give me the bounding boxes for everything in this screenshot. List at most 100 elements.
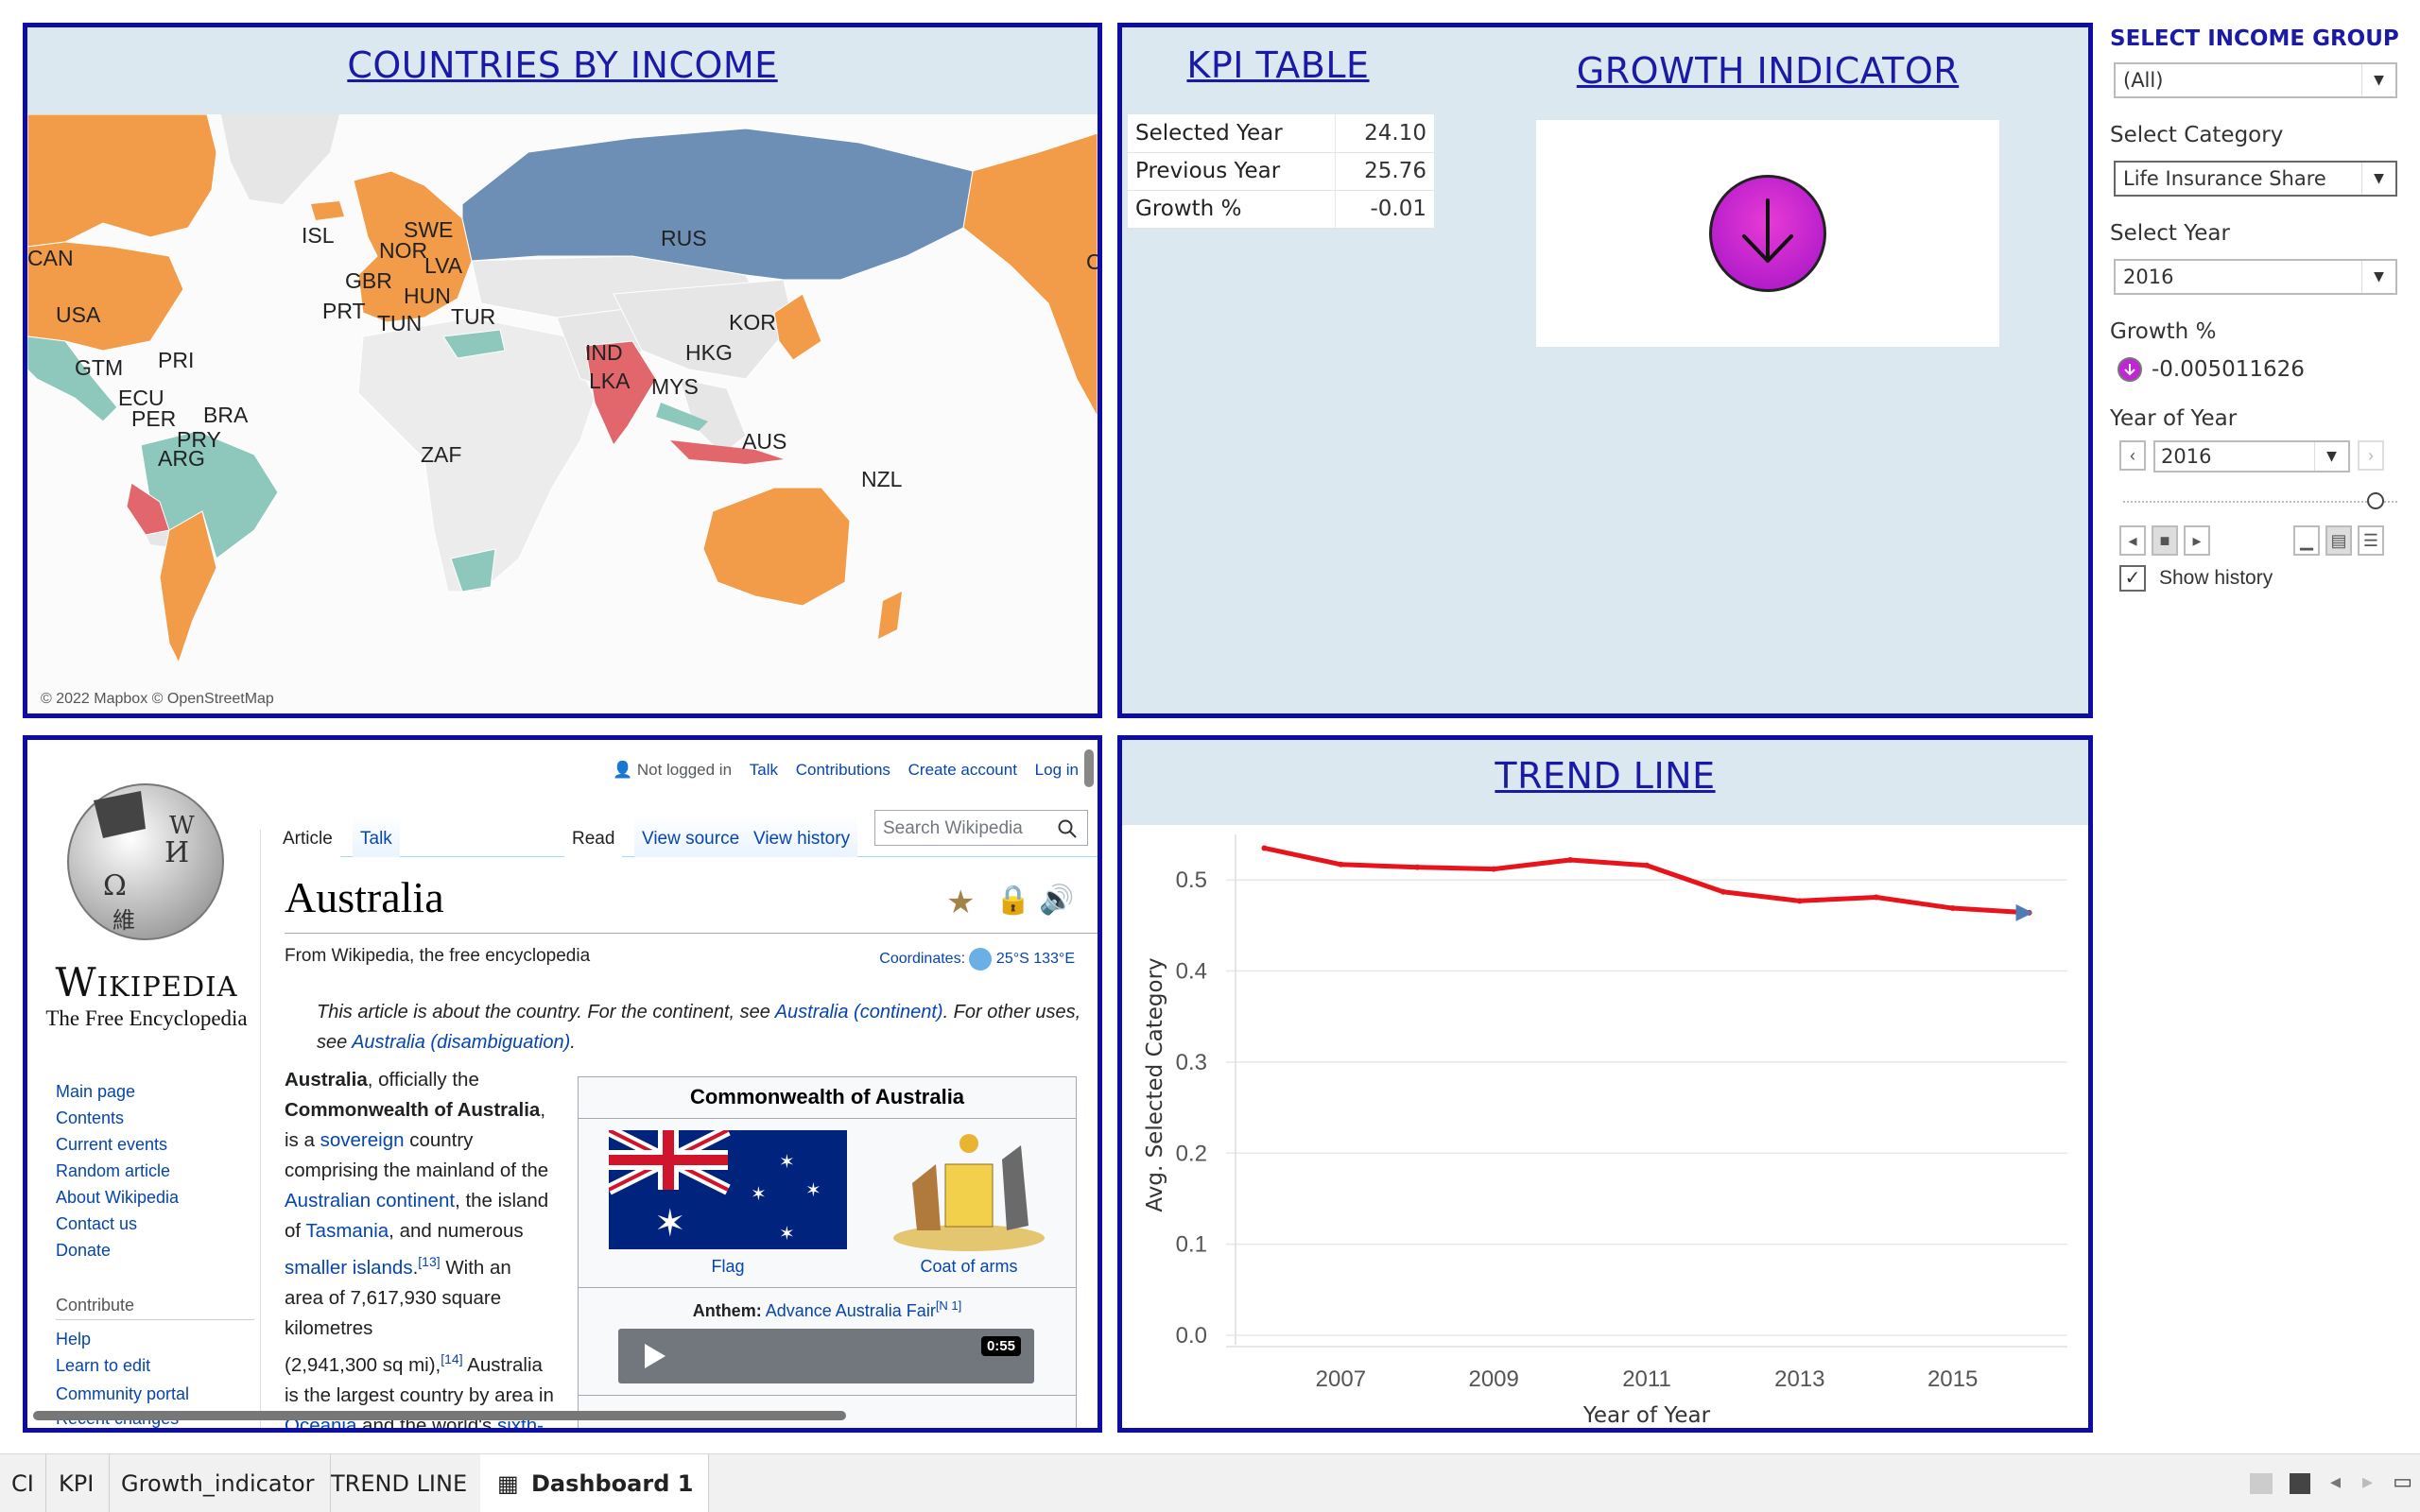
trend-line-chart[interactable]: 0.0 0.1 0.2 0.3 0.4 0.5 2007 2009 2011 2013 2015 Ye… [1122, 825, 2088, 1430]
year-slider-handle[interactable] [2367, 492, 2384, 509]
citation-link[interactable]: [13] [418, 1254, 441, 1269]
nav-main-page[interactable]: Main page [56, 1082, 136, 1101]
article-link[interactable]: sovereign [320, 1129, 405, 1151]
country-label-gtm[interactable]: GTM [75, 355, 123, 380]
user-link-log-in[interactable]: Log in [1034, 761, 1079, 779]
play-icon[interactable] [637, 1340, 669, 1372]
trend-point[interactable] [1414, 864, 1421, 870]
country-label-hkg[interactable]: HKG [685, 340, 733, 365]
coordinates-value[interactable]: 25°S 133°E [995, 951, 1075, 968]
country-label-lka[interactable]: LKA [589, 369, 631, 393]
anthem-link[interactable]: Advance Australia Fair [765, 1301, 936, 1320]
trend-point[interactable] [1338, 861, 1344, 868]
country-label-c[interactable]: C [1086, 249, 1098, 274]
show-history-checkbox[interactable]: ✓ [2119, 565, 2146, 592]
country-label-usa[interactable]: USA [56, 302, 101, 327]
tab-talk[interactable]: Talk [353, 816, 400, 857]
trend-point[interactable] [1720, 888, 1726, 895]
country-label-prt[interactable]: PRT [322, 299, 366, 323]
arms-caption[interactable]: Coat of arms [920, 1257, 1018, 1276]
step-back-button[interactable]: ◂ [2119, 525, 2146, 556]
nav-current-events[interactable]: Current events [56, 1135, 168, 1154]
income-group-select[interactable]: (All) ▼ [2114, 62, 2397, 98]
anthem-note[interactable]: [N 1] [935, 1298, 962, 1313]
tab-dashboard-1[interactable]: ▦ Dashboard 1 [480, 1454, 710, 1512]
flag-caption[interactable]: Flag [711, 1257, 745, 1276]
citation-link[interactable]: [14] [441, 1350, 463, 1366]
nav-about[interactable]: About Wikipedia [56, 1188, 180, 1207]
country-label-pri[interactable]: PRI [158, 348, 194, 372]
tab-view-source[interactable]: View source [634, 816, 748, 857]
play-button[interactable]: ▸ [2184, 525, 2210, 556]
country-label-nor[interactable]: NOR [379, 238, 427, 263]
tab-kpi[interactable]: KPI [43, 1454, 111, 1512]
wiki-scrollbar-horizontal[interactable] [33, 1411, 846, 1420]
country-label-zaf[interactable]: ZAF [421, 442, 461, 467]
country-label-per[interactable]: PER [131, 406, 176, 431]
speaker-icon[interactable]: 🔊 [1039, 885, 1075, 916]
country-label-swe[interactable]: SWE [404, 217, 453, 242]
country-label-tun[interactable]: TUN [377, 311, 422, 335]
australia-flag[interactable]: ✶ ✶ ✶ ✶ ✶ [609, 1130, 847, 1249]
article-link[interactable]: smaller islands [285, 1256, 413, 1279]
nav-community-portal[interactable]: Community portal [56, 1384, 190, 1403]
globe-icon[interactable] [969, 948, 993, 971]
article-link[interactable]: Tasmania [305, 1220, 389, 1242]
country-label-bra[interactable]: BRA [203, 403, 249, 427]
country-label-ecu[interactable]: ECU [118, 386, 164, 410]
nav-help[interactable]: Help [56, 1330, 92, 1349]
hatnote-link-continent[interactable]: Australia (continent) [774, 1002, 943, 1022]
tab-trend-line[interactable]: TREND LINE [316, 1454, 484, 1512]
nav-contact[interactable]: Contact us [56, 1214, 138, 1233]
wiki-search-input[interactable]: Search Wikipedia [874, 810, 1088, 846]
country-label-isl[interactable]: ISL [302, 223, 335, 248]
nav-donate[interactable]: Donate [56, 1241, 112, 1260]
country-label-arg[interactable]: ARG [158, 446, 205, 471]
speed-fast-button[interactable]: ☰ [2358, 525, 2384, 556]
speed-slow-button[interactable]: ▁ [2293, 525, 2320, 556]
search-icon[interactable] [1057, 818, 1078, 839]
country-label-hun[interactable]: HUN [404, 284, 451, 308]
trend-point[interactable] [1873, 894, 1879, 901]
prev-year-button[interactable]: ‹ [2119, 440, 2146, 471]
wiki-scrollbar-vertical[interactable] [1084, 749, 1094, 787]
grid-view-icon[interactable] [2250, 1473, 2273, 1494]
country-label-rus[interactable]: RUS [661, 226, 707, 250]
country-label-kor[interactable]: KOR [729, 310, 776, 335]
year-of-year-select[interactable]: 2016 ▼ [2153, 440, 2350, 472]
coat-of-arms[interactable] [889, 1126, 1049, 1255]
trend-point[interactable] [1567, 856, 1574, 863]
trend-point[interactable] [1644, 862, 1650, 868]
tab-read[interactable]: Read [564, 816, 623, 857]
trend-point[interactable] [1949, 905, 1956, 912]
tab-ci[interactable]: CI [0, 1454, 46, 1512]
user-link-create-account[interactable]: Create account [908, 761, 1017, 779]
year-slider-track[interactable] [2123, 501, 2397, 505]
presentation-mode-icon[interactable]: ▭ [2393, 1469, 2412, 1493]
nav-contents[interactable]: Contents [56, 1108, 125, 1127]
trend-point[interactable] [1796, 898, 1803, 904]
country-label-mys[interactable]: MYS [651, 374, 699, 399]
tab-growth-indicator[interactable]: Growth_indicator [106, 1454, 331, 1512]
scroll-left-icon[interactable]: ◂ [2329, 1469, 2341, 1493]
single-view-icon[interactable] [2290, 1473, 2310, 1494]
user-link-contributions[interactable]: Contributions [795, 761, 890, 779]
nav-learn-to-edit[interactable]: Learn to edit [56, 1356, 151, 1375]
trend-end-marker[interactable] [2015, 903, 2033, 921]
hatnote-link-disambiguation[interactable]: Australia (disambiguation) [352, 1032, 571, 1053]
country-label-can[interactable]: CAN [27, 246, 74, 270]
tab-article[interactable]: Article [275, 816, 340, 857]
country-label-lva[interactable]: LVA [424, 253, 463, 278]
nav-random-article[interactable]: Random article [56, 1161, 171, 1180]
article-link[interactable]: Australian continent [285, 1190, 456, 1211]
country-label-gbr[interactable]: GBR [345, 268, 392, 293]
scroll-right-icon[interactable]: ▸ [2361, 1469, 2373, 1493]
user-link-talk[interactable]: Talk [749, 761, 778, 779]
trend-point[interactable] [1261, 845, 1268, 851]
speed-medium-button[interactable]: ▤ [2325, 525, 2352, 556]
lock-icon[interactable]: 🔒 [995, 885, 1031, 916]
category-select[interactable]: Life Insurance Share ▼ [2114, 161, 2397, 197]
audio-player[interactable]: 0:55 [618, 1329, 1034, 1383]
country-label-pry[interactable]: PRY [177, 427, 221, 452]
